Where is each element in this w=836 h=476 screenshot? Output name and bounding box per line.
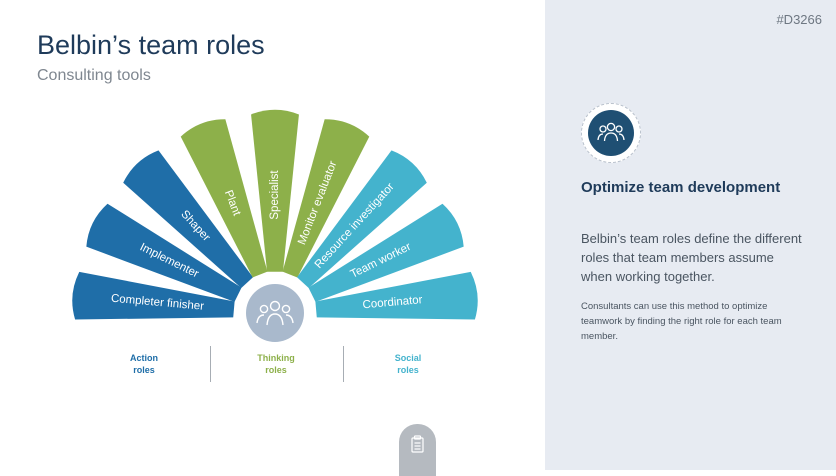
page-title: Belbin’s team roles — [37, 30, 265, 60]
team-badge — [581, 103, 641, 163]
role-blade — [296, 150, 427, 288]
side-body: Belbin’s team roles define the different… — [581, 231, 802, 284]
role-blade — [251, 109, 299, 272]
role-blade — [282, 119, 370, 278]
footer-tab[interactable] — [399, 424, 436, 476]
role-blade — [315, 271, 478, 320]
role-blade — [86, 203, 242, 302]
side-note: Consultants can use this method to optim… — [581, 301, 782, 342]
group-divider — [343, 346, 344, 382]
team-roles-fan: Completer finisherImplementerShaperPlant… — [72, 109, 478, 342]
badge-circle — [588, 110, 634, 156]
team-icon — [256, 300, 294, 326]
group-divider — [210, 346, 211, 382]
team-icon — [597, 122, 625, 142]
role-blade — [308, 203, 464, 302]
role-blade — [72, 271, 235, 320]
center-circle — [246, 284, 304, 342]
role-blade — [180, 119, 268, 278]
side-heading: Optimize team development — [581, 179, 781, 196]
page-subtitle: Consulting tools — [37, 67, 151, 84]
role-blade — [123, 150, 254, 288]
role-label: Coordinator — [362, 294, 423, 311]
role-label: Specialist — [269, 170, 281, 220]
document-code: #D3266 — [776, 12, 822, 27]
group-label-thinking: Thinking roles — [257, 353, 295, 375]
group-label-action: Action roles — [130, 353, 158, 375]
side-panel — [545, 0, 836, 470]
group-label-social: Social roles — [394, 353, 422, 375]
clipboard-icon — [411, 435, 424, 453]
